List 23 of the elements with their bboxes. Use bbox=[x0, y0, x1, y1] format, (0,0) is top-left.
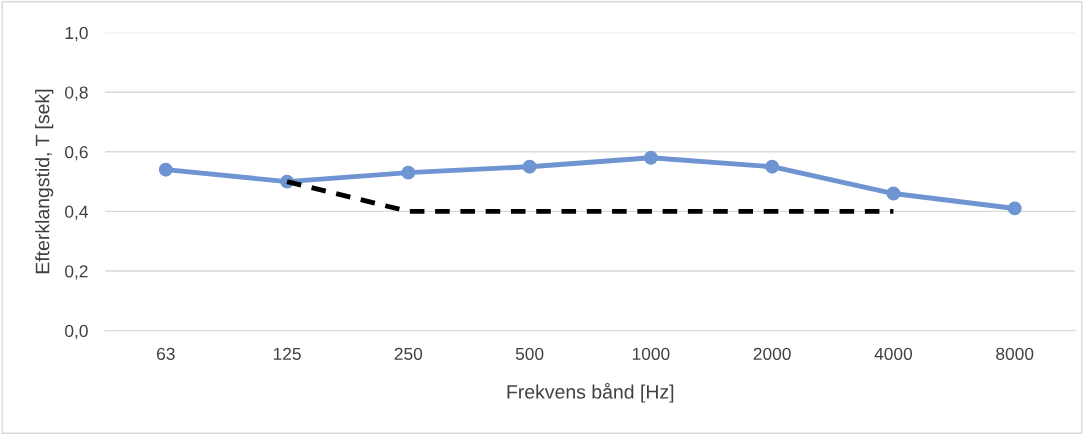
point bbox=[765, 159, 780, 174]
x-tick-label: 63 bbox=[157, 347, 175, 361]
x-tick-label: 1000 bbox=[632, 347, 670, 361]
x-tick-label: 8000 bbox=[996, 347, 1034, 361]
x-tick-label: 4000 bbox=[874, 347, 913, 361]
x-tick-label: 500 bbox=[515, 347, 544, 361]
x-tick-label: 125 bbox=[273, 347, 301, 361]
point bbox=[643, 150, 658, 165]
y-tick-label: 0,2 bbox=[65, 265, 88, 280]
y-tick-label: 0,6 bbox=[65, 145, 88, 161]
y-tick-label: 1,0 bbox=[65, 26, 88, 42]
x-axis-title: Frekvens bånd [Hz] bbox=[507, 382, 674, 403]
point bbox=[401, 165, 416, 180]
y-axis-title: Efterklangstid, T [sek] bbox=[35, 89, 54, 274]
y-tick-label: 0,0 bbox=[65, 324, 88, 340]
x-tick-label: 250 bbox=[394, 347, 423, 361]
x-tick-label: 2000 bbox=[753, 347, 791, 361]
point bbox=[158, 162, 173, 177]
y-tick-label: 0,4 bbox=[65, 205, 88, 220]
point bbox=[1007, 201, 1022, 216]
point bbox=[522, 159, 537, 174]
point bbox=[886, 186, 901, 201]
y-tick-label: 0,8 bbox=[65, 86, 88, 101]
